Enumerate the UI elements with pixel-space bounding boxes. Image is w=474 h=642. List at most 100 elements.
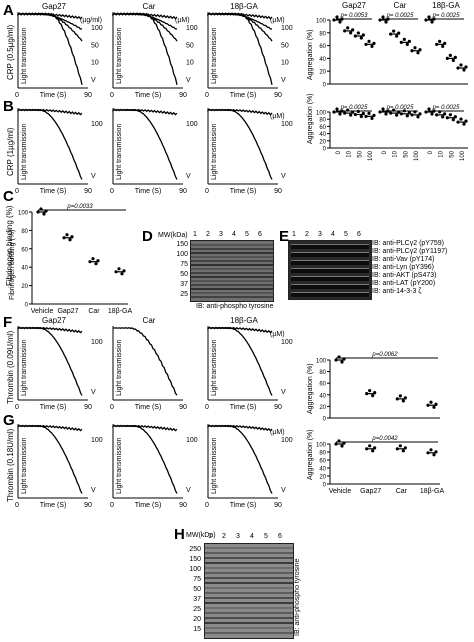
- lane-number: 4: [331, 231, 335, 238]
- x-start-label: 0: [15, 502, 19, 509]
- x-start-label: 0: [205, 188, 209, 195]
- dose-label: 100: [281, 437, 293, 444]
- data-point: [405, 42, 409, 47]
- panel-A-label: A: [3, 2, 14, 19]
- category-label: Gap27: [57, 308, 78, 315]
- aggregation-trace: [207, 424, 273, 494]
- x-axis-label: Time (S): [40, 502, 67, 509]
- protein-band: [191, 292, 273, 294]
- band-label: IB: anti-AKT (pS473): [372, 272, 437, 279]
- lane-number: 2: [305, 231, 309, 238]
- protein-band: [291, 244, 369, 249]
- protein-band: [291, 276, 369, 281]
- trace-ylabel: Light transmission: [21, 123, 28, 180]
- aggregation-trace: [207, 108, 273, 180]
- dose-label: 100: [281, 121, 293, 128]
- p-value: p= 0.0025: [386, 13, 415, 19]
- dose-label: V: [186, 487, 191, 494]
- aggregation-trace: [17, 108, 83, 180]
- group-title: Gap27: [342, 1, 367, 10]
- dose-label: 10: [91, 60, 99, 67]
- band-label: IB: anti-Lyn (pY396): [372, 264, 434, 271]
- mw-marker: 50: [180, 271, 188, 278]
- y-tick-label: 40: [319, 57, 326, 63]
- trace-F-col-2: [207, 326, 278, 401]
- x-end-label: 90: [84, 188, 92, 195]
- lane-number: 1: [292, 231, 296, 238]
- data-point: [381, 15, 385, 19]
- protein-band: [191, 252, 273, 254]
- y-tick-label: 80: [319, 31, 326, 37]
- data-point: [448, 53, 452, 58]
- x-end-label: 90: [274, 502, 282, 509]
- scatter-F-axes: [327, 359, 440, 419]
- data-point: [381, 107, 385, 111]
- data-point: [384, 112, 388, 116]
- dose-unit: (µM): [270, 331, 285, 338]
- p-value: p= 0.0053: [340, 13, 369, 19]
- data-point: [346, 26, 350, 30]
- dose-label: V: [91, 487, 96, 494]
- x-axis-label: Time (S): [230, 404, 257, 411]
- mw-marker: 37: [193, 596, 201, 603]
- dose-label: 100: [281, 339, 293, 346]
- trace-G-col-1: [112, 424, 183, 499]
- data-point: [395, 113, 399, 117]
- protein-band: [205, 597, 293, 599]
- mw-marker: 15: [193, 626, 201, 633]
- dose-tick-label: 0: [382, 150, 388, 154]
- trace-ylabel: Light transmission: [211, 339, 218, 396]
- dose-label: V: [281, 173, 286, 180]
- y-tick-label: 20: [319, 475, 326, 481]
- trace-ylabel: Light transmission: [116, 123, 123, 180]
- trace-ylabel: Light transmission: [116, 339, 123, 396]
- x-end-label: 90: [179, 92, 187, 99]
- y-tick-label: 40: [319, 467, 326, 473]
- panel-D-blot: [190, 240, 274, 302]
- x-start-label: 0: [15, 404, 19, 411]
- x-axis-label: Time (S): [40, 404, 67, 411]
- lane-number: 1: [193, 231, 197, 238]
- data-point: [413, 46, 417, 50]
- aggregation-trace: [17, 424, 83, 494]
- protein-band: [205, 572, 293, 574]
- x-start-label: 0: [110, 188, 114, 195]
- data-point: [416, 115, 420, 119]
- panel-G-label: G: [3, 412, 15, 429]
- dose-tick-label: 100: [368, 150, 374, 161]
- data-point: [338, 20, 342, 24]
- y-tick-label: 0: [323, 147, 327, 153]
- dose-label: V: [281, 487, 286, 494]
- column-title: Car: [143, 316, 156, 325]
- x-axis-label: Time (S): [40, 188, 67, 195]
- data-point: [368, 444, 372, 448]
- data-point: [401, 399, 405, 403]
- data-point: [356, 31, 360, 35]
- lane-number: 2: [222, 533, 226, 540]
- dose-label: V: [91, 77, 96, 84]
- y-tick-label: 80: [319, 118, 326, 124]
- protein-band: [205, 577, 293, 579]
- lane-number: 3: [219, 231, 223, 238]
- dose-label: 10: [186, 60, 194, 67]
- panel-E-label: E: [279, 228, 290, 245]
- panel-H-label: H: [174, 526, 185, 543]
- trace-ylabel: Light transmission: [211, 123, 218, 180]
- protein-band: [191, 296, 273, 298]
- dose-label: V: [91, 173, 96, 180]
- data-point: [462, 122, 466, 126]
- band-label: IB: anti-PLCγ2 (pY1197): [372, 248, 448, 255]
- column-title: Gap27: [42, 316, 67, 325]
- trace-G-col-0: [17, 424, 88, 499]
- data-point: [429, 448, 433, 452]
- x-axis-label: Time (S): [135, 92, 162, 99]
- dose-label: 10: [281, 60, 289, 67]
- y-tick-label: 20: [319, 139, 326, 145]
- aggregation-trace: [112, 108, 178, 180]
- trace-F-col-1: [112, 326, 183, 401]
- column-title: Gap27: [42, 2, 67, 11]
- y-axis-label: Fibrinogen binding (%): [9, 230, 16, 300]
- protein-band: [191, 248, 273, 250]
- trace-F-col-0: [17, 326, 88, 401]
- dose-tick-label: 10: [347, 150, 353, 157]
